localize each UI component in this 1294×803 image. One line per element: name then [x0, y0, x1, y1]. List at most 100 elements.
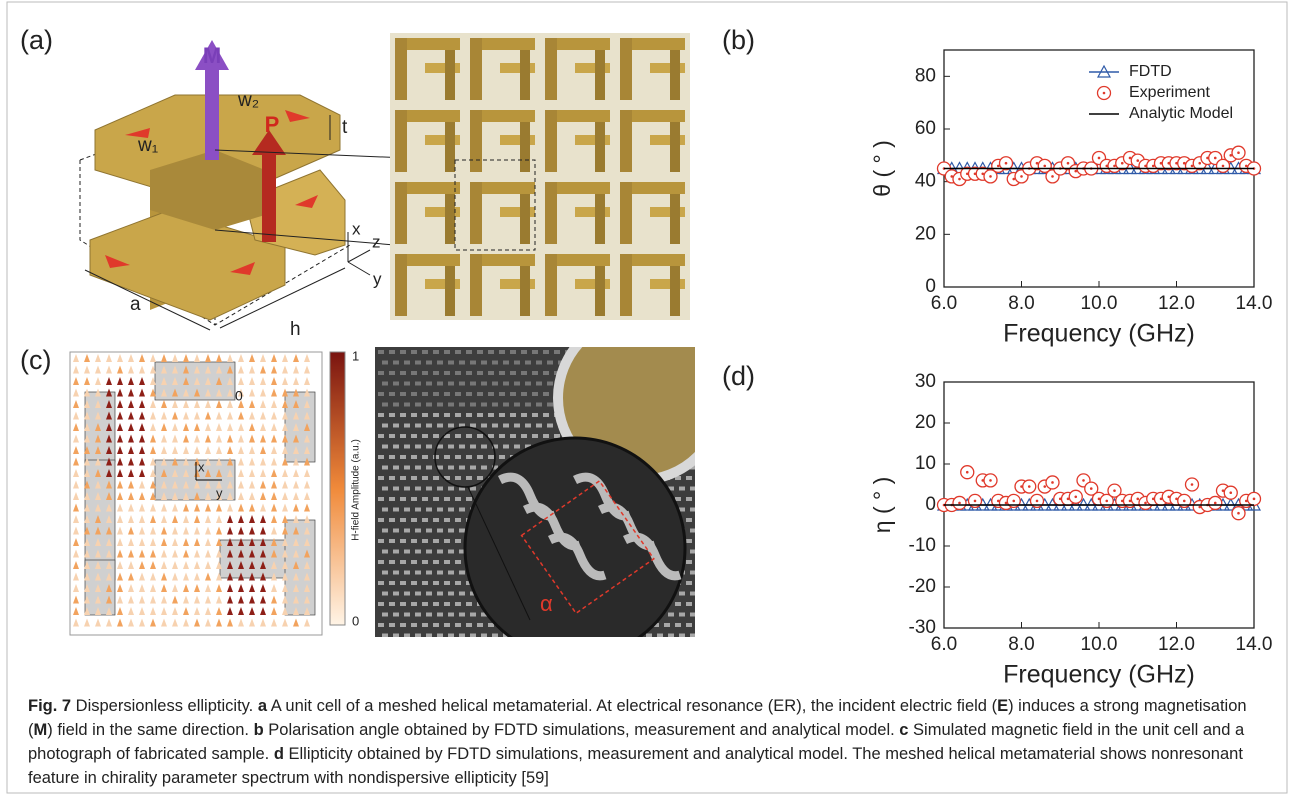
marker-dot [1036, 500, 1039, 503]
lattice-bar [395, 38, 407, 100]
sample-cell [382, 403, 388, 407]
sample-cell [459, 361, 465, 365]
sample-cell [378, 581, 384, 585]
sample-cell [514, 424, 520, 428]
sample-cell [525, 403, 531, 407]
marker-dot [958, 502, 961, 505]
marker-circle [1069, 490, 1082, 503]
marker-circle [1098, 87, 1111, 100]
sample-cell [378, 539, 384, 543]
sample-cell [481, 382, 487, 386]
sample-cell [690, 508, 696, 512]
sample-cell [389, 581, 395, 585]
sample-cell [543, 350, 549, 354]
sample-cell [389, 392, 395, 396]
marker-dot [1229, 491, 1232, 494]
sample-cell [686, 623, 692, 627]
sample-cell [532, 392, 538, 396]
sample-cell [697, 350, 703, 354]
sample-cell [455, 581, 461, 585]
sample-cell [389, 476, 395, 480]
sample-cell [686, 539, 692, 543]
sample-cell [433, 560, 439, 564]
sample-cell [701, 445, 707, 449]
arrow-m [205, 65, 219, 160]
sample-cell [426, 466, 432, 470]
sample-cell [437, 382, 443, 386]
sample-cell [404, 634, 410, 638]
marker-circle [961, 466, 974, 479]
sample-cell [378, 623, 384, 627]
lattice-bar [470, 182, 482, 244]
sample-cell [697, 497, 703, 501]
sample-cell [389, 539, 395, 543]
sample-cell [389, 455, 395, 459]
y-tick-label: 0 [925, 494, 936, 515]
sample-cell [389, 497, 395, 501]
sample-cell [532, 371, 538, 375]
sample-cell [433, 476, 439, 480]
sample-cell [488, 371, 494, 375]
sample-cell [422, 581, 428, 585]
sample-cell [664, 623, 670, 627]
sample-cell [686, 518, 692, 522]
sample-cell [488, 455, 494, 459]
sample-cell [697, 413, 703, 417]
sample-cell [499, 350, 505, 354]
sample-cell [389, 413, 395, 417]
sample-cell [481, 424, 487, 428]
sample-cell [415, 445, 421, 449]
sample-cell [675, 623, 681, 627]
panel-label: (c) [20, 345, 51, 375]
sample-cell [411, 455, 417, 459]
sample-cell [459, 592, 465, 596]
sample-cell [378, 371, 384, 375]
lattice-bar [545, 110, 557, 172]
x-tick-label: 14.0 [1236, 293, 1273, 314]
sample-cell [459, 403, 465, 407]
sample-cell [510, 434, 516, 438]
sample-cell [536, 403, 542, 407]
sample-cell [532, 350, 538, 354]
sample-cell [466, 497, 472, 501]
x-tick-label: 10.0 [1081, 634, 1118, 655]
sample-cell [415, 550, 421, 554]
y-tick-label: 10 [915, 453, 936, 474]
caption: Fig. 7 Dispersionless ellipticity. a A u… [28, 694, 1273, 790]
sample-cell [433, 539, 439, 543]
lattice-bar [670, 50, 680, 100]
sample-cell [547, 424, 553, 428]
sample-cell [382, 445, 388, 449]
sample-cell [389, 602, 395, 606]
sample-cell [455, 455, 461, 459]
x-tick-label: 12.0 [1158, 634, 1195, 655]
sample-cell [378, 560, 384, 564]
sample-cell [668, 634, 674, 638]
sample-cell [499, 371, 505, 375]
sample-cell [389, 434, 395, 438]
sample-cell [448, 613, 454, 617]
sample-cell [686, 497, 692, 501]
lattice-bar [395, 254, 407, 316]
sample-cell [426, 361, 432, 365]
lattice-bar [445, 266, 455, 316]
sample-cell [525, 382, 531, 386]
sample-cell [459, 613, 465, 617]
sample-cell [455, 602, 461, 606]
sample-cell [477, 413, 483, 417]
marker-dot [1105, 500, 1108, 503]
sample-cell [646, 634, 652, 638]
sample-cell [389, 350, 395, 354]
sample-cell [444, 539, 450, 543]
sample-cell [415, 592, 421, 596]
marker-dot [1082, 479, 1085, 482]
sample-cell [492, 634, 498, 638]
lattice-bar [445, 194, 455, 244]
sample-cell [477, 350, 483, 354]
sample-cell [448, 403, 454, 407]
sample-cell [433, 455, 439, 459]
sample-cell [400, 371, 406, 375]
y-tick-label: 80 [915, 65, 936, 86]
x-tick-label: 8.0 [1008, 293, 1034, 314]
y-tick-label: 20 [915, 412, 936, 433]
